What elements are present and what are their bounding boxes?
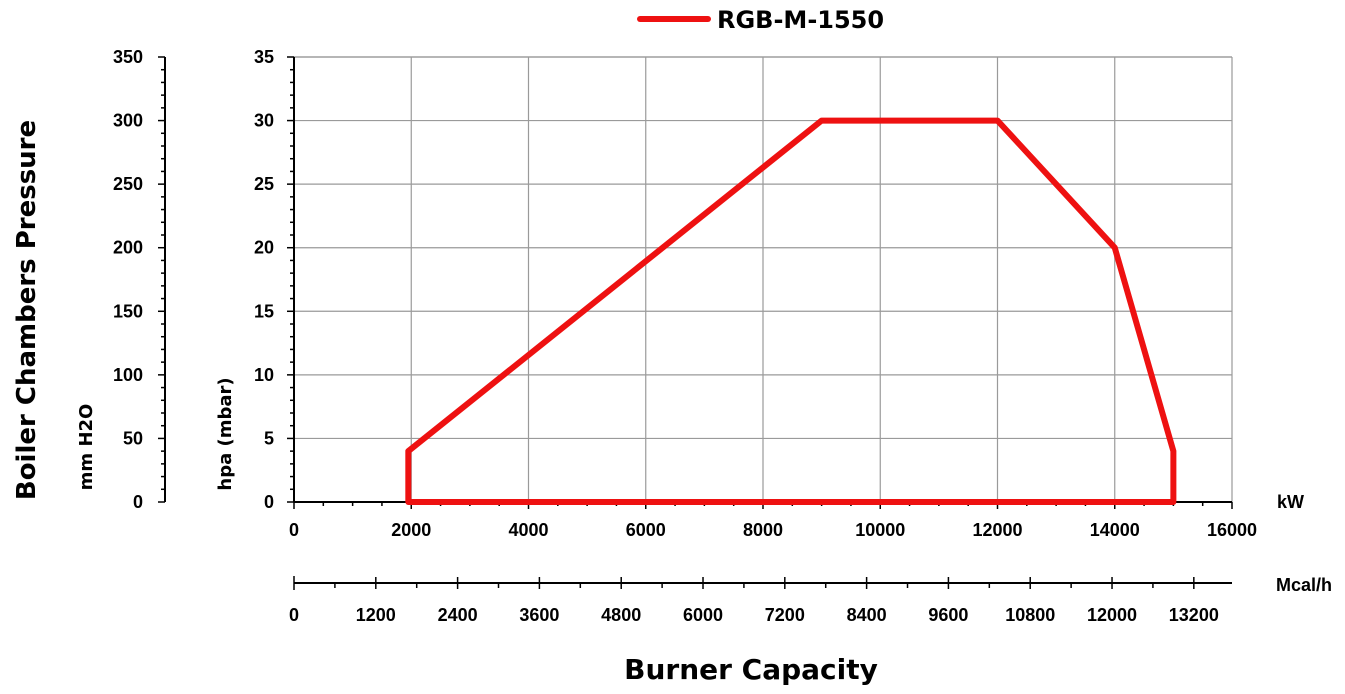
mm-axis-title: mm H2O (76, 404, 97, 491)
kw-tick-label: 6000 (626, 520, 666, 540)
hpa-axis-title: hpa (mbar) (215, 377, 236, 490)
mm-tick-label: 100 (113, 365, 143, 385)
mcal-tick-label: 13200 (1169, 605, 1219, 625)
mcal-tick-label: 7200 (765, 605, 805, 625)
hpa-tick-label: 25 (254, 174, 274, 194)
legend-label: RGB-M-1550 (717, 6, 884, 34)
mm-tick-label: 250 (113, 174, 143, 194)
mm-tick-label: 350 (113, 47, 143, 67)
mcal-tick-label: 0 (289, 605, 299, 625)
mcal-tick-label: 3600 (519, 605, 559, 625)
kw-tick-label: 14000 (1090, 520, 1140, 540)
hpa-tick-label: 35 (254, 47, 274, 67)
mcal-tick-label: 1200 (356, 605, 396, 625)
mcal-unit-label: Mcal/h (1276, 575, 1332, 595)
mcal-tick-label: 9600 (928, 605, 968, 625)
hpa-tick-label: 30 (254, 111, 274, 131)
mm-tick-label: 200 (113, 238, 143, 258)
kw-tick-label: 8000 (743, 520, 783, 540)
mm-tick-label: 50 (123, 428, 143, 448)
kw-tick-label: 4000 (508, 520, 548, 540)
mm-tick-label: 0 (133, 492, 143, 512)
mcal-tick-label: 4800 (601, 605, 641, 625)
mcal-tick-label: 12000 (1087, 605, 1137, 625)
hpa-tick-label: 0 (264, 492, 274, 512)
hpa-tick-label: 5 (264, 428, 274, 448)
mcal-tick-label: 6000 (683, 605, 723, 625)
outer-y-axis-title: Boiler Chambers Pressure (12, 120, 42, 500)
hpa-tick-label: 20 (254, 238, 274, 258)
hpa-tick-label: 15 (254, 301, 274, 321)
kw-unit-label: kW (1277, 492, 1304, 512)
kw-tick-label: 12000 (972, 520, 1022, 540)
mcal-tick-label: 8400 (847, 605, 887, 625)
mcal-tick-label: 10800 (1005, 605, 1055, 625)
mm-tick-label: 300 (113, 111, 143, 131)
mcal-tick-label: 2400 (438, 605, 478, 625)
x-axis-title: Burner Capacity (624, 653, 878, 686)
mm-tick-label: 150 (113, 301, 143, 321)
kw-tick-label: 2000 (391, 520, 431, 540)
series-line-rgb-m-1550 (405, 117, 1177, 505)
kw-tick-label: 10000 (855, 520, 905, 540)
hpa-tick-label: 10 (254, 365, 274, 385)
kw-tick-label: 0 (289, 520, 299, 540)
kw-tick-label: 16000 (1207, 520, 1257, 540)
